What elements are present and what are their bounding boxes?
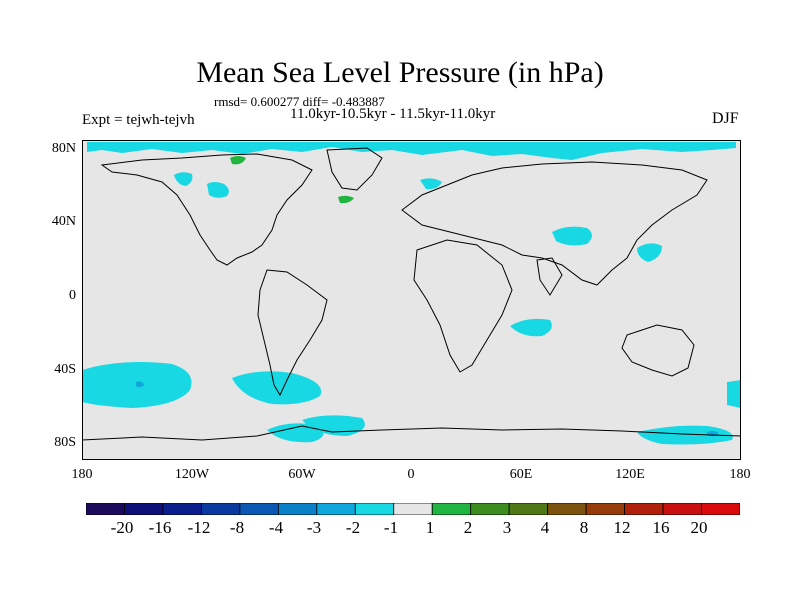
plot-title: Mean Sea Level Pressure (in hPa) (196, 56, 604, 89)
colorbar-label: 8 (579, 518, 589, 537)
north-america-outline (100, 153, 313, 266)
atlantic-patch (420, 178, 442, 190)
lon-label-120w: 120W (174, 467, 210, 482)
positive-patches (230, 156, 354, 204)
colorbar-label: 2 (463, 518, 473, 537)
period-text: 11.0kyr-10.5kyr - 11.5kyr-11.0kyr (290, 106, 496, 122)
map-panel (82, 140, 741, 460)
colorbar-label: -16 (148, 518, 172, 537)
arctic-band (87, 142, 736, 160)
colorbar-box (86, 503, 125, 515)
lat-label-80s: 80S (54, 435, 76, 450)
season-label: DJF (712, 110, 739, 127)
greenland-patch (338, 195, 354, 204)
colorbar-label: -12 (187, 518, 211, 537)
colorbar-label: -20 (110, 518, 134, 537)
colorbar-box (277, 503, 318, 515)
antarctica-outline (82, 425, 741, 441)
colorbar (86, 503, 740, 515)
south-pacific-core (136, 381, 144, 388)
colorbar-box (316, 503, 356, 515)
colorbar-box (662, 503, 702, 515)
colorbar-label: 16 (652, 518, 670, 537)
colorbar-box (239, 503, 279, 515)
map-frame (82, 140, 741, 460)
stats-text: rmsd= 0.600277 diff= -0.483887 (214, 94, 385, 109)
colorbar-box (354, 503, 395, 515)
colorbar-box (624, 503, 664, 515)
drake-passage-patch (232, 371, 322, 405)
lon-label-180e: 180 (729, 467, 751, 482)
colorbar-box (547, 503, 587, 515)
experiment-label: Expt = tejwh-tejvh (82, 112, 195, 128)
antarctic-patch-west (267, 423, 324, 443)
colorbar-label: 1 (425, 518, 435, 537)
colorbar-box (201, 503, 241, 515)
colorbar-box (431, 503, 472, 515)
canada-patch (207, 182, 229, 198)
colorbar-box (162, 503, 202, 515)
colorbar-label: 3 (502, 518, 512, 537)
coastlines (82, 147, 741, 441)
colorbar-label: -1 (383, 518, 399, 537)
colorbar-box (393, 503, 433, 515)
colorbar-label: -3 (306, 518, 322, 537)
colorbar-box (585, 503, 625, 515)
colorbar-label: -8 (229, 518, 245, 537)
colorbar-box (124, 503, 164, 515)
lat-label-0: 0 (69, 288, 76, 303)
lon-label-60w: 60W (288, 467, 316, 482)
south-america-outline (257, 269, 328, 397)
antarctic-patch-east (637, 425, 733, 445)
japan-patch (637, 243, 662, 262)
east-pacific-patch (174, 172, 193, 186)
greenland-outline (326, 147, 383, 191)
colorbar-label: 12 (613, 518, 631, 537)
colorbar-label: 20 (690, 518, 708, 537)
indian-ocean-patch (510, 318, 552, 337)
lon-label-60e: 60E (509, 467, 533, 482)
antarctic-coast-band (82, 446, 741, 460)
australia-outline (621, 324, 695, 377)
north-pacific-patch (552, 226, 592, 246)
lon-label-180w: 180 (71, 467, 93, 482)
lat-label-40s: 40S (54, 362, 76, 377)
canada-green-patch (230, 156, 246, 165)
negative-patches (82, 142, 741, 460)
colorbar-label: 4 (540, 518, 550, 537)
africa-outline (413, 239, 513, 373)
colorbar-box (470, 503, 510, 515)
colorbar-box (508, 503, 549, 515)
map-background (82, 140, 741, 460)
south-pacific-patch-east (727, 380, 741, 408)
colorbar-label: -4 (268, 518, 284, 537)
colorbar-label: -2 (345, 518, 361, 537)
colorbar-box (701, 503, 740, 515)
europe-asia-outline (401, 161, 708, 286)
lat-label-40n: 40N (51, 214, 76, 229)
lon-label-120e: 120E (615, 467, 645, 482)
india-outline (536, 257, 563, 296)
lat-label-80n: 80N (51, 141, 76, 156)
lon-label-0: 0 (407, 467, 415, 482)
